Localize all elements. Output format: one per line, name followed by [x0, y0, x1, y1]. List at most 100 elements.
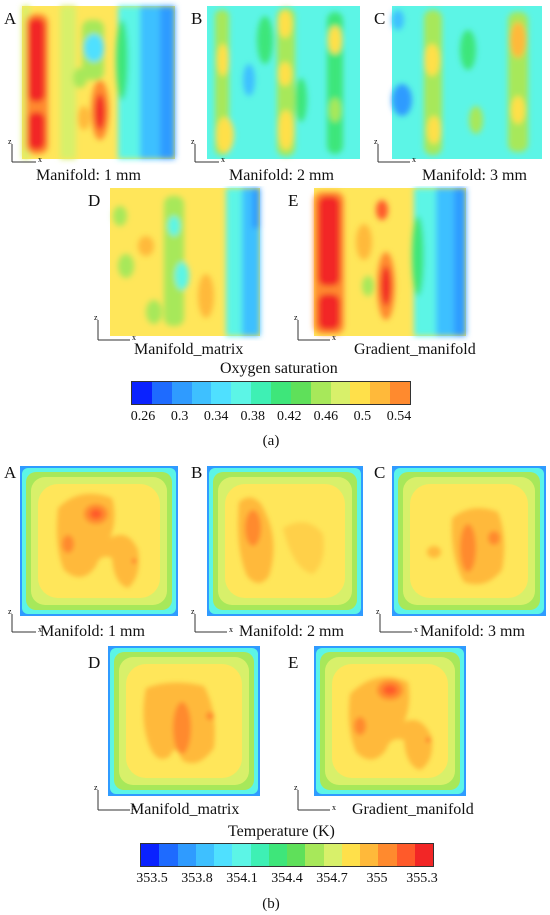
panel-letter: E	[288, 653, 299, 672]
x-axis-label: x	[38, 625, 42, 634]
axis-triad-icon: z x	[374, 138, 416, 164]
oxygen-colorbar	[131, 381, 411, 405]
z-axis-label: z	[191, 138, 195, 146]
figure-label-b: (b)	[262, 896, 280, 912]
temperature-contour-map	[207, 466, 363, 616]
colorbar-cell	[195, 844, 214, 866]
colorbar-cell	[378, 844, 397, 866]
colorbar-tick-label: 0.42	[277, 409, 302, 424]
colorbar-cell	[330, 382, 351, 404]
colorbar-cell	[268, 844, 287, 866]
panel-caption: Manifold_matrix	[134, 341, 244, 358]
axis-triad-icon: z x	[8, 138, 42, 164]
colorbar-cell	[360, 844, 379, 866]
z-axis-label: z	[294, 783, 298, 792]
colorbar-tick-label: 354.4	[271, 871, 303, 886]
colorbar-tick-label: 354.1	[226, 871, 258, 886]
axis-triad-icon: z x	[94, 783, 136, 812]
colorbar-cell	[141, 844, 160, 866]
panel-caption: Manifold_matrix	[130, 801, 240, 818]
z-axis-label: z	[8, 138, 12, 146]
colorbar-tick-label: 354.7	[316, 871, 348, 886]
temperature-colorbar-ticks: 353.5 353.8 354.1 354.4 354.7 355 355.3	[0, 872, 550, 888]
oxygen-contour-map	[22, 6, 175, 159]
temperature-contour-map	[392, 466, 546, 616]
temperature-colorbar	[140, 843, 434, 867]
z-axis-label: z	[8, 608, 12, 616]
colorbar-tick-label: 355.3	[406, 871, 438, 886]
panel-caption: Manifold: 1 mm	[36, 167, 141, 184]
colorbar-cell	[310, 382, 331, 404]
axis-triad-icon: z x	[191, 608, 233, 634]
temperature-panel-c: C z x Manifold: 3 mm	[368, 458, 550, 640]
z-axis-label: z	[94, 313, 98, 322]
x-axis-label: x	[221, 155, 225, 164]
oxygen-panel-a: A z x Manifold: 1 mm	[0, 0, 185, 188]
colorbar-cell	[132, 382, 152, 404]
colorbar-cell	[211, 382, 232, 404]
oxygen-panel-c: C z x Manifold: 3 mm	[368, 0, 550, 188]
panel-letter: C	[374, 463, 386, 482]
z-axis-label: z	[94, 783, 98, 792]
x-axis-label: x	[229, 625, 233, 634]
x-axis-label: x	[332, 333, 336, 342]
panel-letter: B	[191, 463, 203, 482]
panel-letter: D	[88, 191, 101, 210]
oxygen-contour-map	[207, 6, 360, 159]
colorbar-tick-label: 0.46	[313, 409, 339, 424]
axis-triad-icon: z x	[294, 313, 336, 342]
colorbar-tick-label: 0.34	[203, 409, 229, 424]
colorbar-cell	[231, 382, 252, 404]
panel-letter: B	[191, 9, 203, 28]
colorbar-cell	[250, 844, 269, 866]
colorbar-title: Temperature (K)	[228, 823, 335, 840]
colorbar-tick-label: 0.3	[170, 409, 189, 424]
panel-letter: A	[4, 9, 17, 28]
colorbar-cell	[350, 382, 371, 404]
axis-triad-icon: z x	[94, 313, 136, 342]
panel-caption: Gradient_manifold	[352, 801, 474, 818]
colorbar-tick-label: 353.5	[136, 871, 168, 886]
panel-caption: Manifold: 1 mm	[40, 623, 145, 640]
colorbar-cell	[370, 382, 391, 404]
oxygen-colorbar-ticks: 0.26 0.3 0.34 0.38 0.42 0.46 0.5 0.54	[0, 410, 550, 426]
colorbar-cell	[390, 382, 411, 404]
figure-label-a: (a)	[262, 433, 280, 449]
panel-letter: D	[88, 653, 101, 672]
colorbar-cell	[171, 382, 192, 404]
z-axis-label: z	[374, 138, 378, 146]
colorbar-cell	[251, 382, 272, 404]
colorbar-cell	[305, 844, 324, 866]
colorbar-cell	[159, 844, 178, 866]
panel-caption: Gradient_manifold	[354, 341, 476, 358]
colorbar-tick-label: 355	[366, 871, 388, 886]
colorbar-cell	[414, 844, 433, 866]
z-axis-label: z	[191, 608, 195, 616]
panel-caption: Manifold: 3 mm	[420, 623, 525, 640]
panel-letter: E	[288, 191, 299, 210]
panel-caption: Manifold: 2 mm	[239, 623, 344, 640]
axis-triad-icon: z x	[191, 138, 225, 164]
colorbar-cell	[396, 844, 415, 866]
colorbar-cell	[232, 844, 251, 866]
x-axis-label: x	[132, 803, 136, 812]
colorbar-cell	[271, 382, 291, 404]
colorbar-tick-label: 0.38	[240, 409, 265, 424]
temperature-contour-map	[108, 646, 260, 796]
colorbar-cell	[287, 844, 306, 866]
colorbar-tick-label: 0.5	[353, 409, 372, 424]
colorbar-cell	[290, 382, 311, 404]
x-axis-label: x	[132, 333, 136, 342]
z-axis-label: z	[294, 313, 298, 322]
colorbar-cell	[191, 382, 212, 404]
x-axis-label: x	[414, 625, 418, 634]
x-axis-label: x	[412, 155, 416, 164]
panel-letter: A	[4, 463, 17, 482]
colorbar-tick-label: 0.26	[130, 409, 156, 424]
temperature-contour-map	[20, 466, 178, 616]
colorbar-cell	[151, 382, 172, 404]
axis-triad-icon: z x	[376, 608, 418, 634]
temperature-contour-map	[314, 646, 466, 796]
oxygen-panel-e: E z x Gradient_manifold	[286, 186, 476, 366]
oxygen-panel-b: B z x Manifold: 2 mm	[185, 0, 370, 188]
